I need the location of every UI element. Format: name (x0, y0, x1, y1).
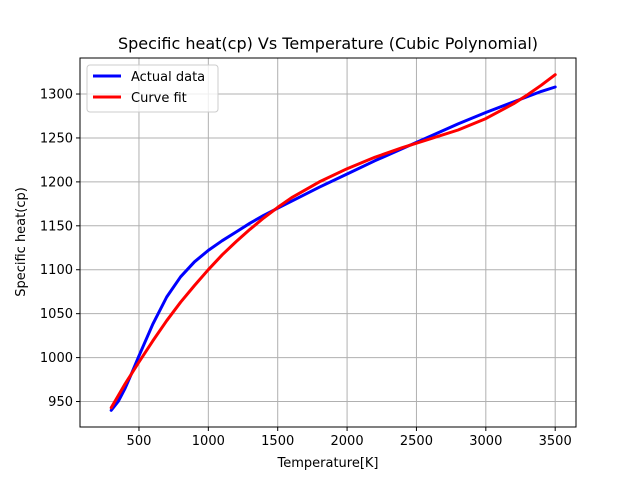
legend: Actual data Curve fit (86, 64, 219, 113)
x-tick-label: 1500 (261, 434, 294, 449)
x-tick-label: 3000 (469, 434, 502, 449)
series-line-actual-data (109, 85, 557, 412)
x-axis-label: Temperature[K] (276, 456, 378, 471)
x-ticks: 500 1000 1500 2000 2500 3000 3500 (127, 427, 572, 449)
x-tick-label: 1000 (192, 434, 225, 449)
legend-label-actual: Actual data (131, 70, 205, 85)
legend-label-fit: Curve fit (131, 91, 187, 106)
x-tick-label: 2000 (331, 434, 364, 449)
x-tick-label: 2500 (400, 434, 433, 449)
y-axis-label: Specific heat(cp) (14, 187, 29, 297)
y-tick-label: 1150 (40, 219, 73, 234)
y-ticks: 950 1000 1050 1100 1150 1200 1250 1300 (40, 88, 80, 410)
chart-title: Specific heat(cp) Vs Temperature (Cubic … (118, 34, 538, 53)
x-tick-label: 500 (127, 434, 152, 449)
series-layer (109, 73, 557, 412)
x-tick-label: 3500 (539, 434, 572, 449)
plot-frame (79, 57, 577, 428)
series-line-curve-fit (109, 73, 557, 410)
y-tick-label: 1200 (40, 175, 73, 190)
y-tick-label: 1050 (40, 307, 73, 322)
y-tick-label: 1100 (40, 263, 73, 278)
y-tick-label: 1300 (40, 88, 73, 103)
grid (80, 58, 576, 427)
y-tick-label: 950 (48, 395, 73, 410)
y-tick-label: 1000 (40, 351, 73, 366)
y-tick-label: 1250 (40, 131, 73, 146)
